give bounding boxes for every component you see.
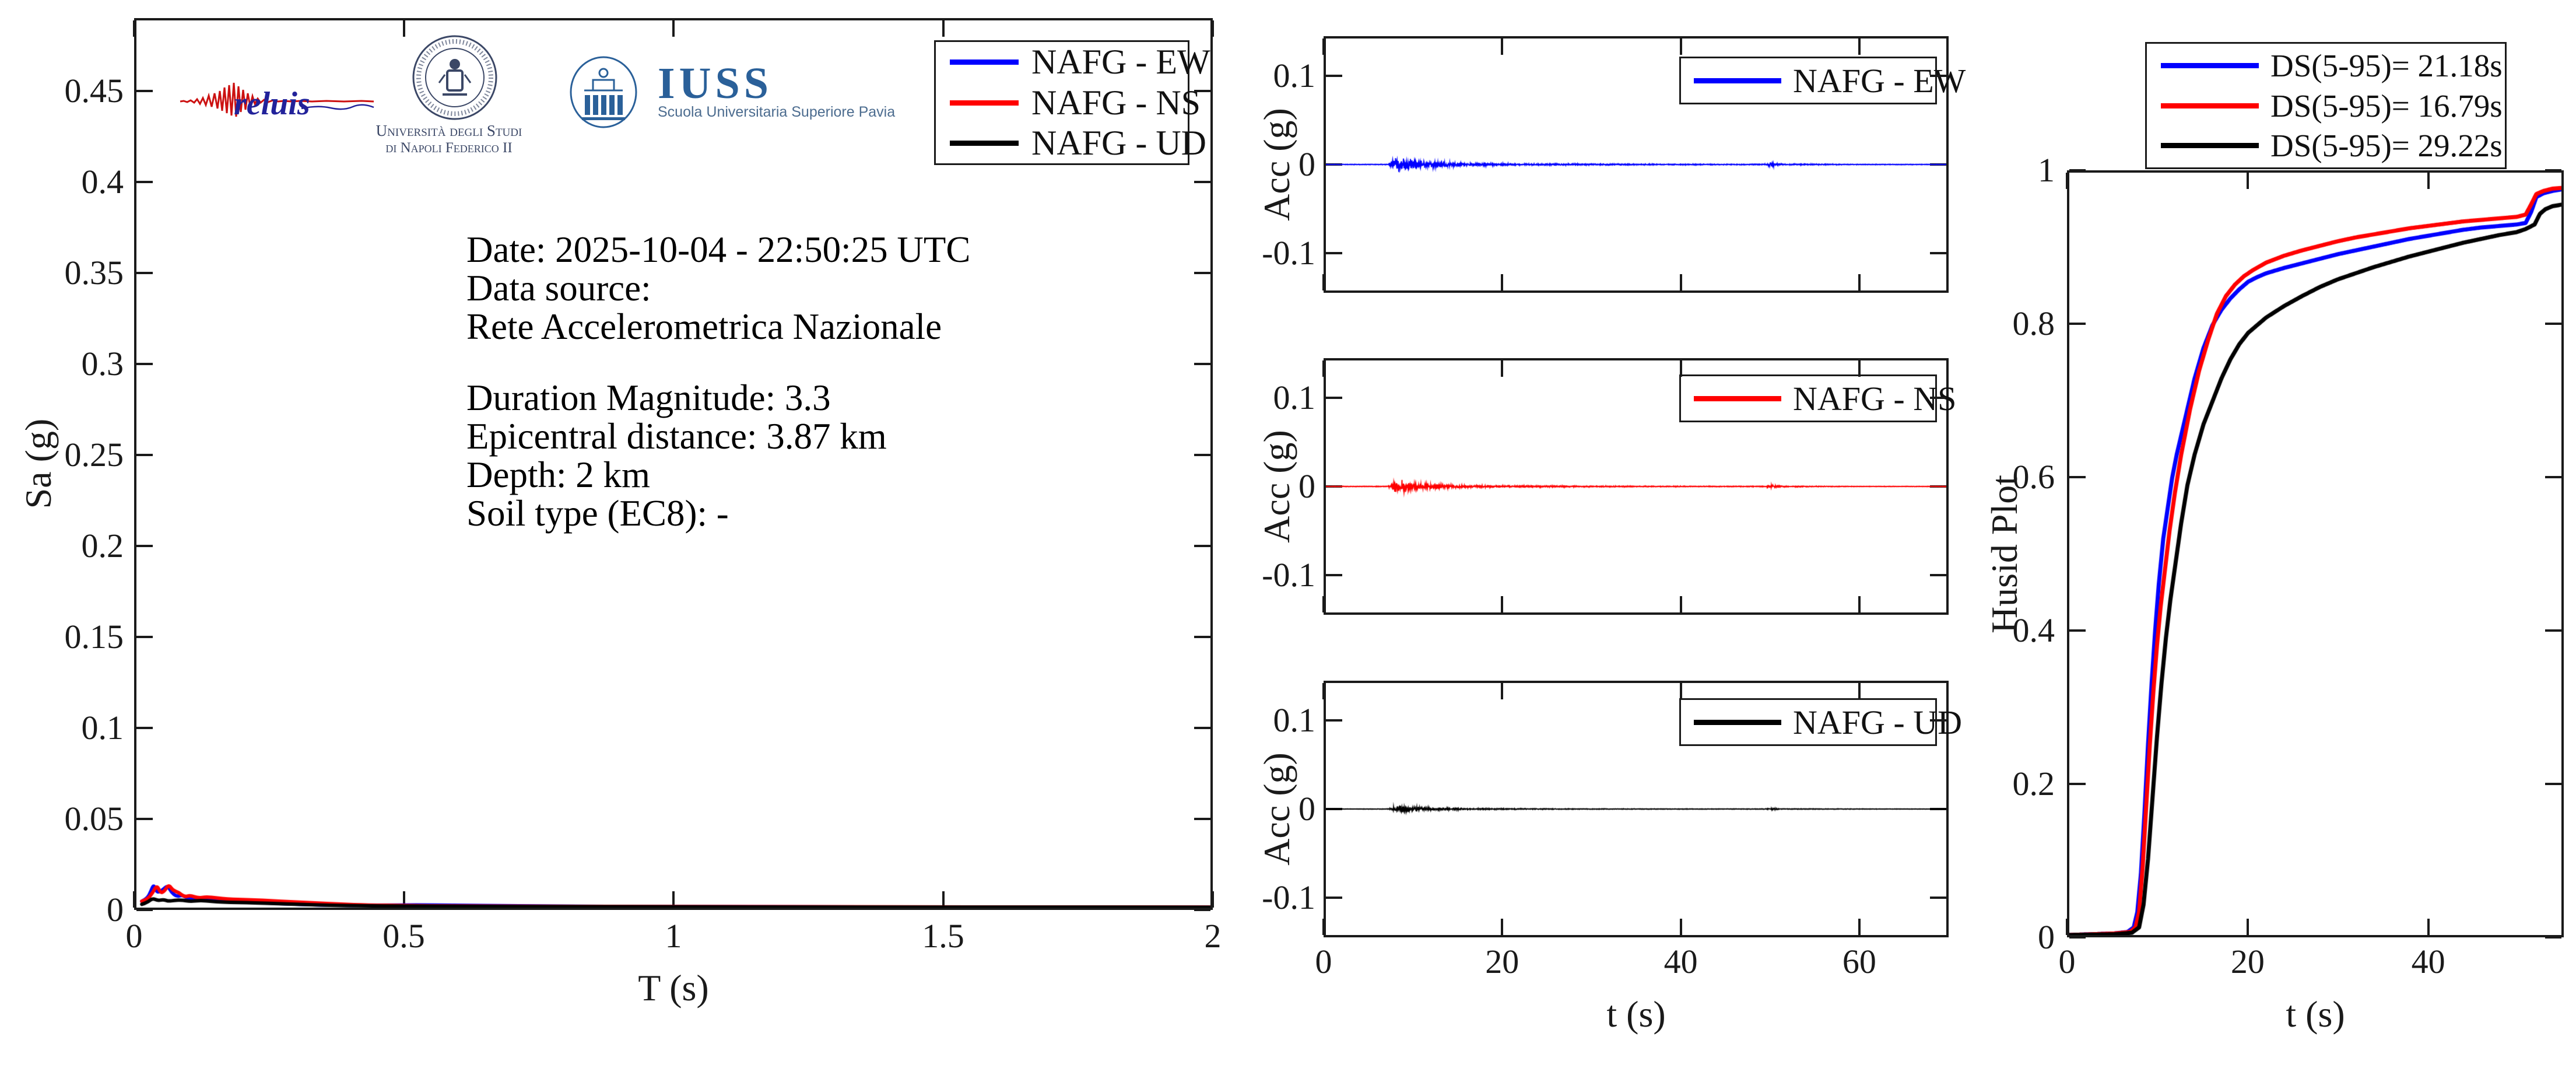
axis-tick <box>1322 274 1325 290</box>
axis-tick <box>136 909 153 911</box>
axis-tick <box>2069 936 2086 939</box>
x-tick-label: 0 <box>2058 943 2076 981</box>
axis-tick <box>2066 919 2068 935</box>
x-tick-label: 20 <box>2230 943 2265 981</box>
acc-x-axis-label: t (s) <box>1606 993 1666 1035</box>
x-tick-label: 0 <box>125 917 143 955</box>
axis-tick <box>2069 169 2086 171</box>
axis-tick <box>1212 20 1214 37</box>
y-tick-label: 0.2 <box>81 526 124 565</box>
x-tick-label: 40 <box>1663 943 1698 981</box>
axis-tick <box>133 20 135 37</box>
legend-row-ds-ew: DS(5-95)= 21.18s <box>2147 47 2505 84</box>
legend-row-ds-ud: DS(5-95)= 29.22s <box>2147 127 2505 164</box>
y-tick-label: 0 <box>2038 918 2055 956</box>
plot-canvas <box>136 20 1210 908</box>
axis-tick <box>1322 38 1325 55</box>
y-tick-label: 0.35 <box>64 253 124 292</box>
ds-ns-line-sample <box>2161 103 2259 108</box>
y-tick-label: -0.1 <box>1262 555 1315 594</box>
y-tick-label: 0.15 <box>64 617 124 656</box>
axis-tick <box>2545 169 2561 171</box>
axis-tick <box>1322 683 1325 699</box>
y-tick-label: 0.25 <box>64 435 124 474</box>
axis-tick <box>2545 936 2561 939</box>
y-tick-label: 0.1 <box>1273 379 1316 417</box>
ds-ew-line-sample <box>2161 62 2259 68</box>
y-tick-label: 0.1 <box>1273 701 1316 740</box>
y-tick-label: 0.4 <box>2012 611 2055 649</box>
spectrum-x-axis-label: T (s) <box>638 967 709 1009</box>
x-tick-label: 40 <box>2411 943 2445 981</box>
axis-tick <box>1194 909 1210 911</box>
y-tick-label: 0.4 <box>81 162 124 201</box>
axis-tick <box>1212 891 1214 908</box>
y-tick-label: 1 <box>2038 151 2055 189</box>
y-tick-label: -0.1 <box>1262 233 1315 272</box>
x-tick-label: 1.5 <box>922 917 964 955</box>
x-tick-label: 0 <box>1315 943 1332 981</box>
x-tick-label: 60 <box>1842 943 1876 981</box>
y-tick-label: 0.1 <box>1273 57 1316 95</box>
y-tick-label: 0.1 <box>81 708 124 747</box>
plot-canvas <box>1326 360 1946 612</box>
axis-tick <box>2066 173 2068 189</box>
y-tick-label: 0.2 <box>2012 765 2055 803</box>
axis-tick <box>1322 360 1325 377</box>
y-tick-label: 0.3 <box>81 344 124 383</box>
y-tick-label: -0.1 <box>1262 878 1315 916</box>
x-tick-label: 2 <box>1204 917 1222 955</box>
y-tick-label: 0.6 <box>2012 458 2055 496</box>
ds-ud-line-sample <box>2161 143 2259 149</box>
ds-ew-label: DS(5-95)= 21.18s <box>2270 47 2503 83</box>
husid-x-axis-label: t (s) <box>2286 993 2345 1035</box>
y-tick-label: 0 <box>107 891 124 929</box>
x-tick-label: 20 <box>1485 943 1519 981</box>
y-tick-label: 0.45 <box>64 71 124 110</box>
plot-canvas <box>1326 683 1946 935</box>
y-tick-label: 0 <box>1298 467 1315 505</box>
axis-tick <box>1322 919 1325 935</box>
y-tick-label: 0.8 <box>2012 304 2055 342</box>
legend-row-ds-ns: DS(5-95)= 16.79s <box>2147 87 2505 124</box>
x-tick-label: 0.5 <box>382 917 425 955</box>
husid-y-axis-label: Husid Plot <box>1984 474 2025 634</box>
y-tick-label: 0 <box>1298 145 1315 183</box>
x-tick-label: 1 <box>665 917 682 955</box>
y-tick-label: 0.05 <box>64 799 124 838</box>
husid-legend: DS(5-95)= 21.18s DS(5-95)= 16.79s DS(5-9… <box>2145 42 2507 169</box>
y-tick-label: 0 <box>1298 790 1315 828</box>
axis-tick <box>133 891 135 908</box>
axis-tick <box>1322 596 1325 612</box>
ds-ns-label: DS(5-95)= 16.79s <box>2270 87 2503 124</box>
plot-canvas <box>1326 38 1946 290</box>
ds-ud-label: DS(5-95)= 29.22s <box>2270 128 2503 164</box>
plot-canvas <box>2069 173 2561 935</box>
